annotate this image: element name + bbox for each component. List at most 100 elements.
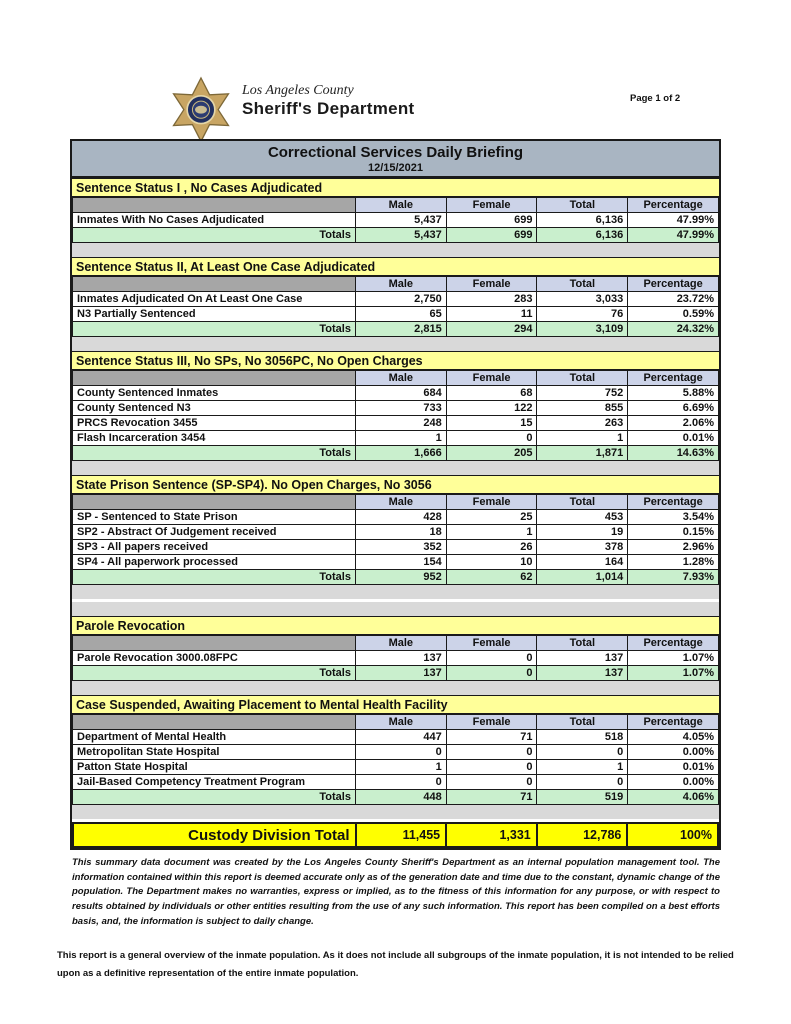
row-value: 733: [354, 400, 447, 416]
column-header-blank: [72, 197, 356, 213]
row-value: 76: [536, 306, 629, 322]
row-value: 0: [445, 744, 538, 760]
data-row: Parole Revocation 3000.08FPC 137 0 137 1.07%: [72, 650, 719, 666]
column-header: Total: [536, 714, 629, 730]
row-value: 0.01%: [627, 430, 719, 446]
grand-total-total: 12,786: [535, 822, 629, 848]
totals-value: 3,109: [536, 321, 629, 337]
data-row: Jail-Based Competency Treatment Program 0…: [72, 774, 719, 790]
row-label: County Sentenced Inmates: [72, 385, 356, 401]
row-value: 23.72%: [627, 291, 719, 307]
column-header-blank: [72, 494, 356, 510]
section-spacer: [72, 243, 719, 257]
row-value: 2.06%: [627, 415, 719, 431]
section-table: Male Female Total Percentage Parole Revocati…: [72, 635, 719, 681]
column-header: Percentage: [627, 635, 719, 651]
report-title-band: Correctional Services Daily Briefing 12/…: [72, 141, 719, 178]
spacer-gap: [72, 819, 719, 822]
column-header: Female: [445, 197, 538, 213]
row-label: SP2 - Abstract Of Judgement received: [72, 524, 356, 540]
row-value: 164: [536, 554, 629, 570]
spacer-gap: [72, 599, 719, 602]
section-spacer: [72, 585, 719, 599]
totals-row: Totals 448 71 519 4.06%: [72, 789, 719, 805]
row-value: 71: [445, 729, 538, 745]
row-value: 18: [354, 524, 447, 540]
section-table: Male Female Total Percentage Department of M…: [72, 714, 719, 805]
row-label: County Sentenced N3: [72, 400, 356, 416]
totals-label: Totals: [72, 665, 356, 681]
row-value: 684: [354, 385, 447, 401]
column-header-row: Male Female Total Percentage: [72, 494, 719, 510]
row-value: 1: [536, 759, 629, 775]
totals-label: Totals: [72, 569, 356, 585]
row-label: PRCS Revocation 3455: [72, 415, 356, 431]
page-header: Los Angeles County Sheriff's Department: [168, 76, 415, 146]
data-row: Inmates Adjudicated On At Least One Case…: [72, 291, 719, 307]
report-sections: Sentence Status I , No Cases Adjudicated…: [72, 178, 719, 819]
totals-value: 1.07%: [627, 665, 719, 681]
totals-value: 1,014: [536, 569, 629, 585]
column-header: Male: [354, 276, 447, 292]
row-value: 518: [536, 729, 629, 745]
row-value: 0: [445, 430, 538, 446]
page-number: Page 1 of 2: [630, 93, 681, 104]
row-label: N3 Partially Sentenced: [72, 306, 356, 322]
row-value: 248: [354, 415, 447, 431]
row-value: 0.01%: [627, 759, 719, 775]
data-row: SP3 - All papers received 352 26 378 2.96%: [72, 539, 719, 555]
row-value: 1: [536, 430, 629, 446]
totals-value: 24.32%: [627, 321, 719, 337]
row-value: 5.88%: [627, 385, 719, 401]
column-header: Male: [354, 370, 447, 386]
column-header-blank: [72, 370, 356, 386]
grand-total-label: Custody Division Total: [72, 822, 357, 848]
column-header: Male: [354, 197, 447, 213]
row-value: 2,750: [354, 291, 447, 307]
row-value: 352: [354, 539, 447, 555]
row-value: 1.07%: [627, 650, 719, 666]
row-value: 263: [536, 415, 629, 431]
column-header: Female: [445, 276, 538, 292]
row-value: 1.28%: [627, 554, 719, 570]
column-header: Total: [536, 370, 629, 386]
row-value: 447: [354, 729, 447, 745]
column-header-row: Male Female Total Percentage: [72, 276, 719, 292]
column-header-row: Male Female Total Percentage: [72, 197, 719, 213]
data-row: SP2 - Abstract Of Judgement received 18 1 1…: [72, 524, 719, 540]
row-value: 0.00%: [627, 744, 719, 760]
row-label: Flash Incarceration 3454: [72, 430, 356, 446]
grand-total-male: 11,455: [354, 822, 448, 848]
totals-value: 5,437: [354, 227, 447, 243]
totals-value: 47.99%: [627, 227, 719, 243]
section-table: Male Female Total Percentage Inmates With No…: [72, 197, 719, 243]
row-value: 65: [354, 306, 447, 322]
totals-value: 4.06%: [627, 789, 719, 805]
row-value: 283: [445, 291, 538, 307]
totals-value: 205: [445, 445, 538, 461]
column-header-row: Male Female Total Percentage: [72, 635, 719, 651]
data-row: SP - Sentenced to State Prison 428 25 453 3.…: [72, 509, 719, 525]
row-label: SP - Sentenced to State Prison: [72, 509, 356, 525]
row-label: SP4 - All paperwork processed: [72, 554, 356, 570]
column-header: Total: [536, 276, 629, 292]
logo-county: Los Angeles County: [242, 83, 354, 98]
row-label: Metropolitan State Hospital: [72, 744, 356, 760]
column-header: Male: [354, 494, 447, 510]
totals-value: 14.63%: [627, 445, 719, 461]
totals-row: Totals 137 0 137 1.07%: [72, 665, 719, 681]
row-value: 0: [536, 744, 629, 760]
section-title: State Prison Sentence (SP-SP4). No Open …: [72, 475, 719, 494]
column-header: Total: [536, 197, 629, 213]
row-value: 699: [445, 212, 538, 228]
totals-value: 6,136: [536, 227, 629, 243]
report-title: Correctional Services Daily Briefing: [267, 144, 524, 161]
row-value: 453: [536, 509, 629, 525]
row-label: Inmates Adjudicated On At Least One Case: [72, 291, 356, 307]
row-value: 855: [536, 400, 629, 416]
row-value: 0.00%: [627, 774, 719, 790]
row-label: Inmates With No Cases Adjudicated: [72, 212, 356, 228]
data-row: Inmates With No Cases Adjudicated 5,437 69…: [72, 212, 719, 228]
section-title: Case Suspended, Awaiting Placement to Me…: [72, 695, 719, 714]
row-value: 1: [354, 430, 447, 446]
